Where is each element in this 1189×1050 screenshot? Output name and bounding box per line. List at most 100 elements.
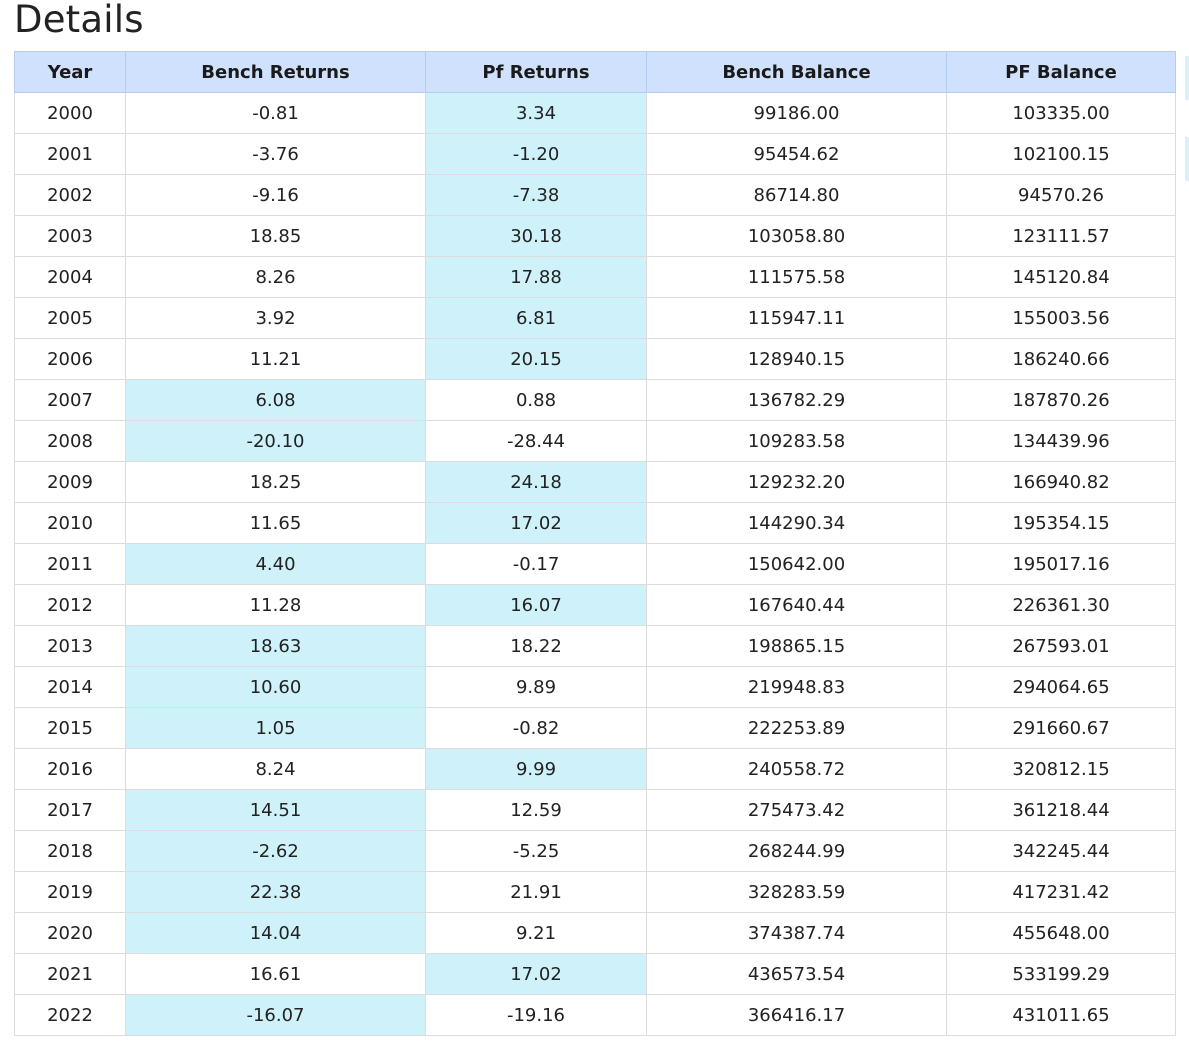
- cell-bench-returns: -16.07: [125, 994, 426, 1036]
- cell-bench-balance: 374387.74: [646, 912, 947, 954]
- cell-pf-returns: 0.88: [425, 379, 647, 421]
- column-header-year: Year: [14, 51, 126, 93]
- table-row: 2005 3.92 6.81 115947.11 155003.56: [14, 297, 1176, 339]
- cell-bench-returns: 1.05: [125, 707, 426, 749]
- cell-bench-balance: 115947.11: [646, 297, 947, 339]
- cell-bench-balance: 109283.58: [646, 420, 947, 462]
- cell-pf-balance: 134439.96: [946, 420, 1176, 462]
- table-row: 2010 11.65 17.02 144290.34 195354.15: [14, 502, 1176, 544]
- table-row: 2006 11.21 20.15 128940.15 186240.66: [14, 338, 1176, 380]
- cell-bench-returns: 16.61: [125, 953, 426, 995]
- cell-pf-returns: -5.25: [425, 830, 647, 872]
- cell-bench-balance: 103058.80: [646, 215, 947, 257]
- column-header-pf-returns: Pf Returns: [425, 51, 647, 93]
- table-row: 2018 -2.62 -5.25 268244.99 342245.44: [14, 830, 1176, 872]
- cell-pf-balance: 145120.84: [946, 256, 1176, 298]
- cell-year: 2007: [14, 379, 126, 421]
- page-title: Details: [14, 0, 144, 41]
- table-row: 2000 -0.81 3.34 99186.00 103335.00: [14, 92, 1176, 134]
- column-header-pf-balance: PF Balance: [946, 51, 1176, 93]
- cell-pf-balance: 94570.26: [946, 174, 1176, 216]
- cell-year: 2009: [14, 461, 126, 503]
- cell-pf-returns: 30.18: [425, 215, 647, 257]
- scroll-edge-mark: [1185, 56, 1189, 100]
- cell-bench-balance: 240558.72: [646, 748, 947, 790]
- cell-pf-balance: 533199.29: [946, 953, 1176, 995]
- cell-year: 2003: [14, 215, 126, 257]
- cell-pf-returns: -19.16: [425, 994, 647, 1036]
- cell-bench-returns: -2.62: [125, 830, 426, 872]
- cell-bench-returns: 18.85: [125, 215, 426, 257]
- cell-year: 2008: [14, 420, 126, 462]
- scroll-edge-mark: [1185, 137, 1189, 181]
- cell-year: 2018: [14, 830, 126, 872]
- cell-pf-returns: 9.21: [425, 912, 647, 954]
- cell-bench-balance: 86714.80: [646, 174, 947, 216]
- table-body: 2000 -0.81 3.34 99186.00 103335.00 2001 -3.76-…: [14, 92, 1176, 1036]
- cell-pf-balance: 342245.44: [946, 830, 1176, 872]
- cell-bench-returns: 3.92: [125, 297, 426, 339]
- cell-bench-balance: 128940.15: [646, 338, 947, 380]
- table-row: 2007 6.08 0.88 136782.29 187870.26: [14, 379, 1176, 421]
- cell-pf-balance: 103335.00: [946, 92, 1176, 134]
- cell-year: 2019: [14, 871, 126, 913]
- cell-pf-balance: 267593.01: [946, 625, 1176, 667]
- cell-year: 2016: [14, 748, 126, 790]
- table-row: 2012 11.28 16.07 167640.44 226361.30: [14, 584, 1176, 626]
- cell-pf-returns: -0.82: [425, 707, 647, 749]
- cell-pf-balance: 186240.66: [946, 338, 1176, 380]
- cell-year: 2004: [14, 256, 126, 298]
- cell-pf-returns: 20.15: [425, 338, 647, 380]
- table-row: 2003 18.85 30.18 103058.80 123111.57: [14, 215, 1176, 257]
- cell-year: 2017: [14, 789, 126, 831]
- table-row: 2013 18.63 18.22 198865.15 267593.01: [14, 625, 1176, 667]
- table-row: 2009 18.25 24.18 129232.20 166940.82: [14, 461, 1176, 503]
- cell-bench-returns: -0.81: [125, 92, 426, 134]
- cell-bench-returns: 11.65: [125, 502, 426, 544]
- column-header-bench-balance: Bench Balance: [646, 51, 947, 93]
- cell-year: 2021: [14, 953, 126, 995]
- table-header-row: Year Bench Returns Pf Returns Bench Bala…: [14, 51, 1176, 93]
- cell-pf-returns: 21.91: [425, 871, 647, 913]
- cell-pf-returns: 3.34: [425, 92, 647, 134]
- cell-bench-returns: 11.21: [125, 338, 426, 380]
- cell-bench-returns: 8.26: [125, 256, 426, 298]
- cell-year: 2005: [14, 297, 126, 339]
- cell-year: 2002: [14, 174, 126, 216]
- table-row: 2017 14.51 12.59 275473.42 361218.44: [14, 789, 1176, 831]
- cell-bench-returns: -3.76: [125, 133, 426, 175]
- cell-year: 2013: [14, 625, 126, 667]
- cell-year: 2010: [14, 502, 126, 544]
- table-row: 2011 4.40 -0.17 150642.00 195017.16: [14, 543, 1176, 585]
- cell-pf-balance: 320812.15: [946, 748, 1176, 790]
- cell-pf-balance: 431011.65: [946, 994, 1176, 1036]
- table-row: 2021 16.61 17.02 436573.54 533199.29: [14, 953, 1176, 995]
- cell-pf-balance: 226361.30: [946, 584, 1176, 626]
- cell-bench-returns: -20.10: [125, 420, 426, 462]
- table-row: 2004 8.26 17.88 111575.58 145120.84: [14, 256, 1176, 298]
- cell-year: 2000: [14, 92, 126, 134]
- cell-bench-balance: 129232.20: [646, 461, 947, 503]
- cell-bench-returns: 18.63: [125, 625, 426, 667]
- table-row: 2002 -9.16 -7.38 86714.80 94570.26: [14, 174, 1176, 216]
- cell-pf-returns: -0.17: [425, 543, 647, 585]
- cell-pf-balance: 291660.67: [946, 707, 1176, 749]
- cell-bench-balance: 136782.29: [646, 379, 947, 421]
- cell-bench-balance: 198865.15: [646, 625, 947, 667]
- cell-pf-balance: 155003.56: [946, 297, 1176, 339]
- cell-bench-returns: 11.28: [125, 584, 426, 626]
- cell-bench-balance: 328283.59: [646, 871, 947, 913]
- cell-year: 2015: [14, 707, 126, 749]
- table-row: 2019 22.38 21.91 328283.59 417231.42: [14, 871, 1176, 913]
- table-row: 2016 8.24 9.99 240558.72 320812.15: [14, 748, 1176, 790]
- cell-pf-returns: 9.89: [425, 666, 647, 708]
- cell-bench-balance: 275473.42: [646, 789, 947, 831]
- cell-pf-returns: -7.38: [425, 174, 647, 216]
- cell-bench-balance: 99186.00: [646, 92, 947, 134]
- cell-pf-balance: 361218.44: [946, 789, 1176, 831]
- cell-bench-balance: 167640.44: [646, 584, 947, 626]
- cell-pf-balance: 195354.15: [946, 502, 1176, 544]
- cell-pf-balance: 187870.26: [946, 379, 1176, 421]
- cell-pf-returns: 18.22: [425, 625, 647, 667]
- cell-pf-balance: 102100.15: [946, 133, 1176, 175]
